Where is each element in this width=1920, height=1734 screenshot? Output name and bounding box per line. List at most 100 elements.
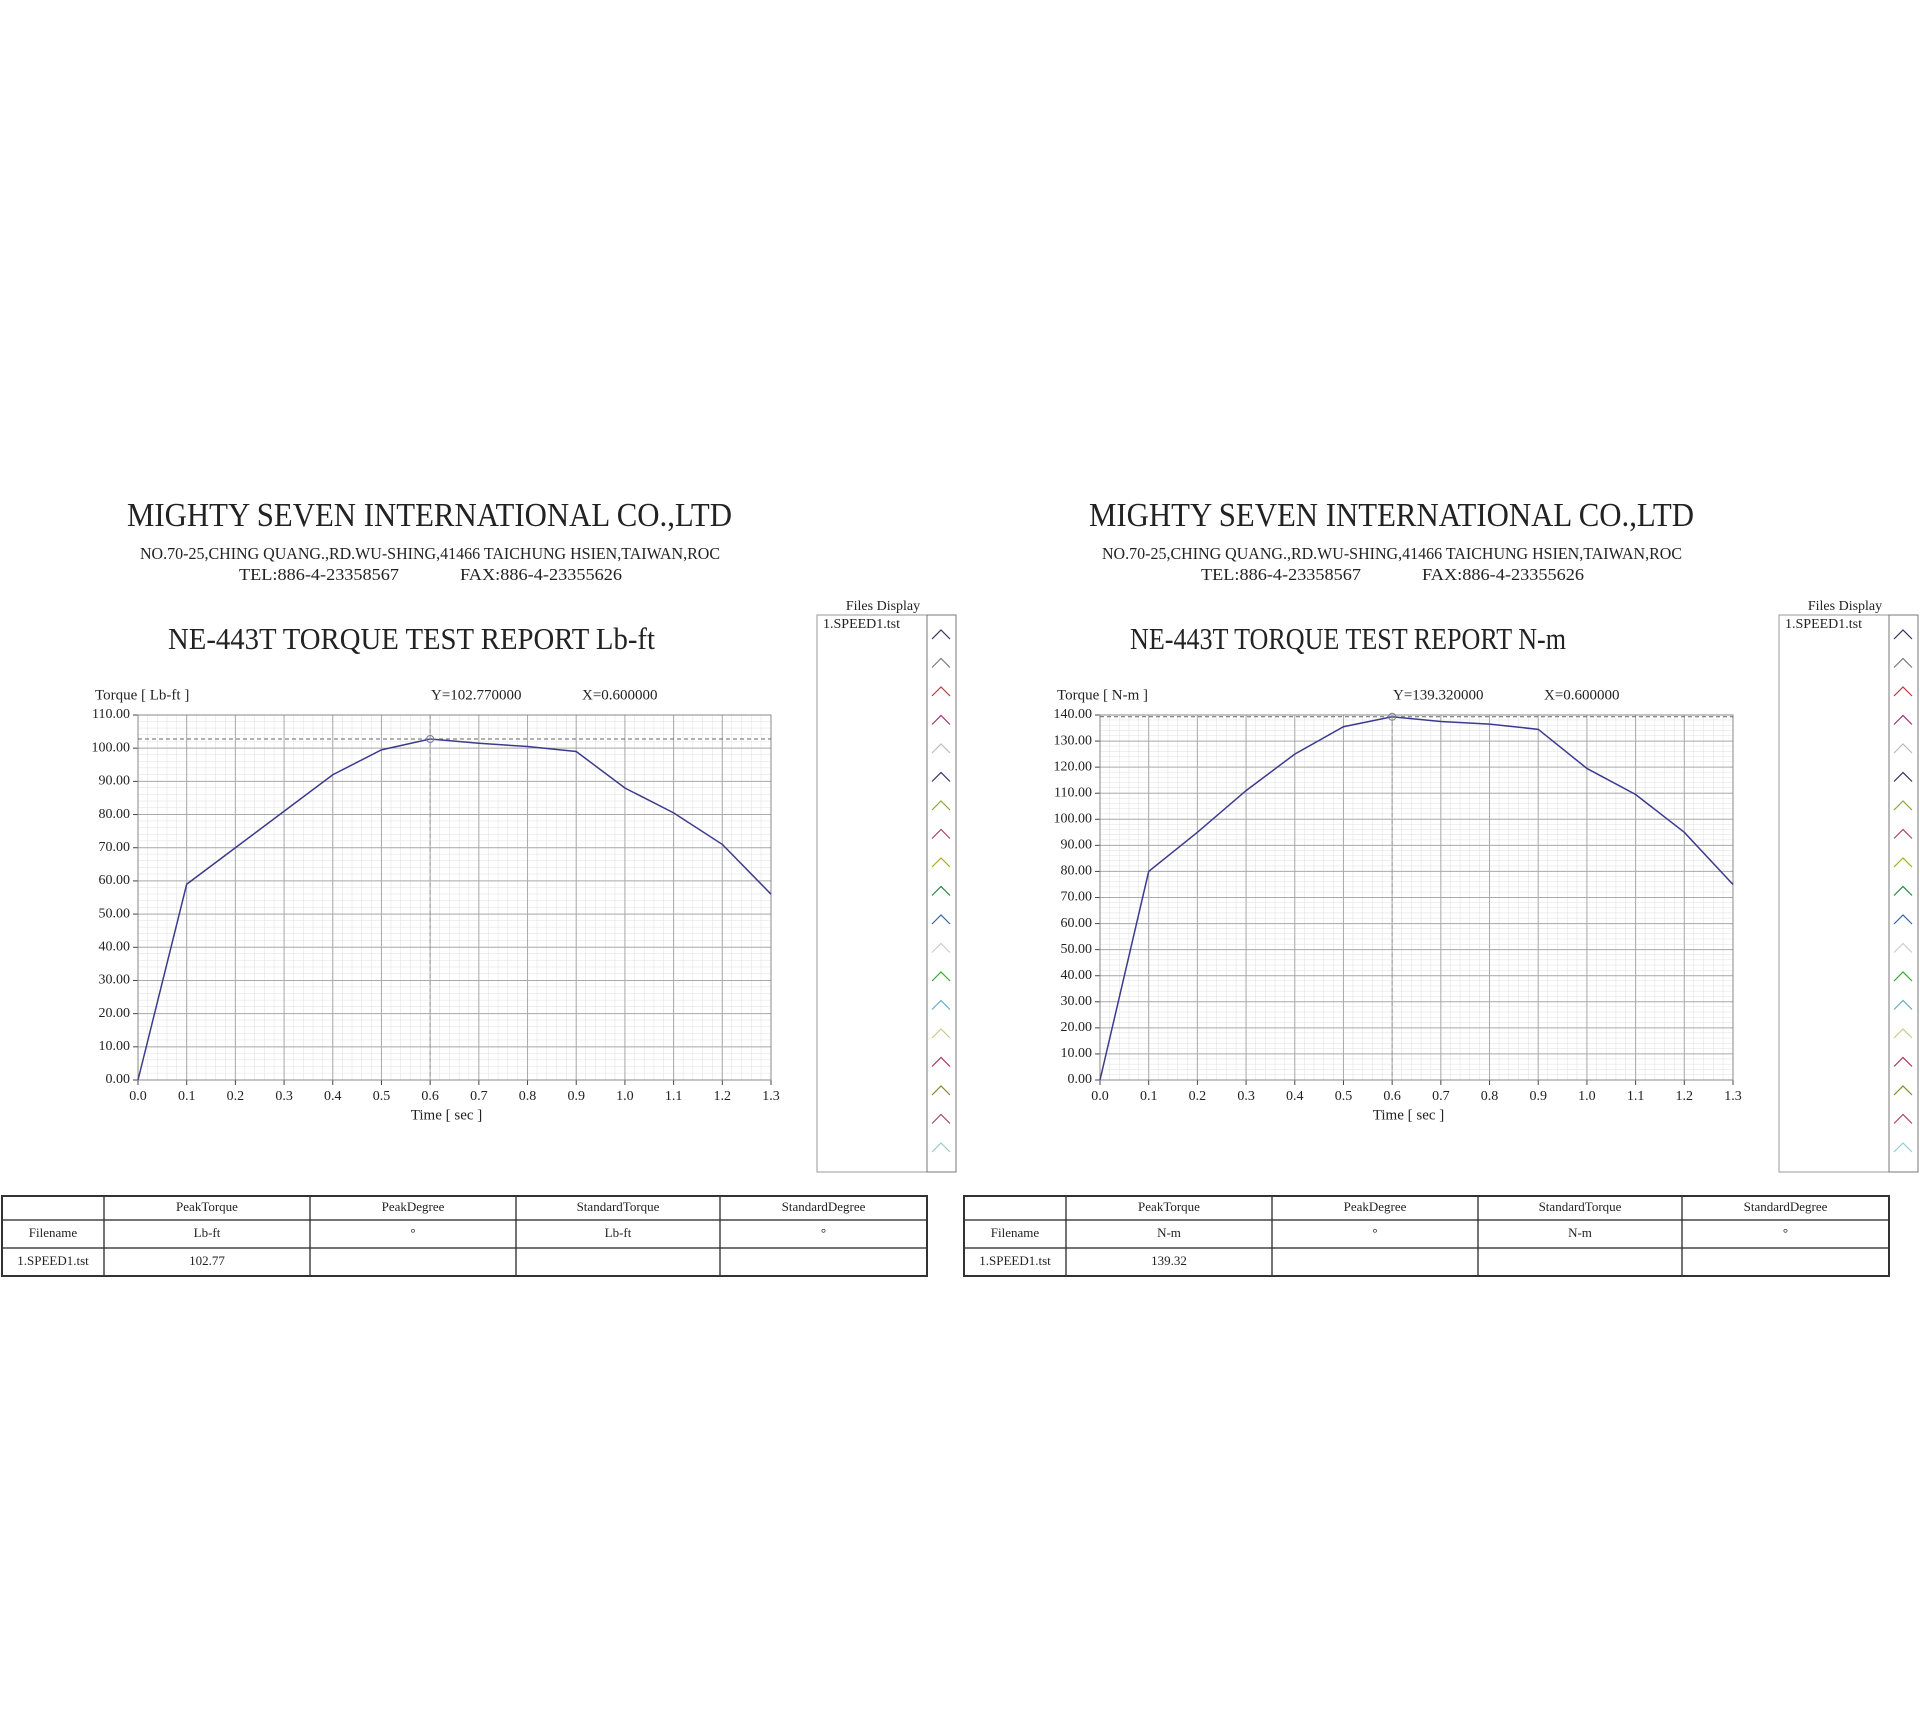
x-tick-label: 1.2 (1676, 1089, 1694, 1104)
table-cell-text: ° (1372, 1225, 1377, 1240)
file-chevron-icon (1893, 1056, 1913, 1067)
files-scroll-column (1888, 614, 1919, 1173)
file-chevron-icon (1893, 1028, 1913, 1039)
report-title: NE-443T TORQUE TEST REPORT Lb-ft (168, 621, 655, 656)
readout-y: Y=102.770000 (431, 687, 522, 703)
file-chevron-icon (1893, 857, 1913, 868)
file-chevron-icon (1893, 743, 1913, 754)
peak-marker (426, 734, 435, 743)
files-display-title: Files Display (846, 599, 920, 614)
x-tick-label: 1.0 (616, 1089, 634, 1104)
table-cell-text: StandardTorque (1539, 1199, 1622, 1214)
y-tick-label: 60.00 (99, 873, 131, 888)
file-chevron-icon (1893, 828, 1913, 839)
file-chevron-icon (931, 857, 951, 868)
peak-marker (1388, 712, 1397, 721)
report-panel: MIGHTY SEVEN INTERNATIONAL CO.,LTD NO.70-… (1, 497, 957, 1277)
company-address: NO.70-25,CHING QUANG.,RD.WU-SHING,41466 … (140, 544, 720, 563)
table-cell (719, 1247, 928, 1277)
x-tick-label: 0.7 (1432, 1089, 1450, 1104)
file-chevron-icon (1893, 914, 1913, 925)
file-chevron-icon (931, 657, 951, 668)
file-chevron-icon (931, 1085, 951, 1096)
company-fax: FAX:886-4-23355626 (1422, 565, 1584, 584)
file-entry: 1.SPEED1.tst (823, 617, 900, 632)
x-tick-label: 0.3 (1237, 1089, 1255, 1104)
file-chevron-icon (931, 914, 951, 925)
x-tick-label: 0.0 (1091, 1089, 1109, 1104)
readout-y: Y=139.320000 (1393, 687, 1484, 703)
y-tick-label: 130.00 (1054, 733, 1093, 748)
y-tick-label: 70.00 (99, 840, 131, 855)
series-line (1099, 716, 1734, 1081)
file-chevron-icon (1893, 1113, 1913, 1124)
table-cell-text: N-m (1157, 1225, 1181, 1240)
y-tick-label: 100.00 (92, 740, 131, 755)
y-tick-label: 20.00 (1061, 1020, 1093, 1035)
y-tick-label: 90.00 (1061, 838, 1093, 853)
file-chevron-icon (931, 629, 951, 640)
y-tick-label: 30.00 (1061, 994, 1093, 1009)
file-chevron-icon (931, 828, 951, 839)
table-cell-text: StandardTorque (577, 1199, 660, 1214)
report-panel: MIGHTY SEVEN INTERNATIONAL CO.,LTD NO.70-… (963, 497, 1919, 1277)
x-tick-label: 0.4 (324, 1089, 342, 1104)
x-tick-label: 0.8 (1481, 1089, 1499, 1104)
y-tick-label: 60.00 (1061, 916, 1093, 931)
x-axis-label: Time [ sec ] (1373, 1107, 1445, 1123)
file-chevron-icon (931, 999, 951, 1010)
x-tick-label: 0.5 (373, 1089, 391, 1104)
table-cell-text: 1.SPEED1.tst (979, 1253, 1051, 1268)
y-tick-label: 110.00 (92, 707, 130, 722)
file-chevron-icon (931, 743, 951, 754)
table-cell-text: PeakTorque (1138, 1199, 1200, 1214)
file-chevron-icon (1893, 800, 1913, 811)
x-tick-label: 0.3 (275, 1089, 293, 1104)
x-tick-label: 1.1 (665, 1089, 683, 1104)
y-tick-label: 50.00 (99, 906, 131, 921)
file-chevron-icon (931, 1113, 951, 1124)
file-chevron-icon (1893, 1142, 1913, 1153)
x-tick-label: 0.7 (470, 1089, 488, 1104)
file-chevron-icon (1893, 629, 1913, 640)
plot-frame (137, 714, 772, 1081)
y-tick-label: 30.00 (99, 973, 131, 988)
x-tick-label: 0.4 (1286, 1089, 1304, 1104)
table-cell-text: PeakTorque (176, 1199, 238, 1214)
file-chevron-icon (931, 800, 951, 811)
y-tick-label: 90.00 (99, 774, 131, 789)
x-tick-label: 0.6 (1383, 1089, 1401, 1104)
x-tick-label: 1.2 (714, 1089, 732, 1104)
x-tick-label: 0.9 (1529, 1089, 1547, 1104)
x-tick-label: 0.1 (178, 1089, 196, 1104)
file-chevron-icon (931, 971, 951, 982)
company-tel: TEL:886-4-23358567 (239, 565, 400, 584)
y-tick-label: 40.00 (99, 939, 131, 954)
x-tick-label: 0.9 (567, 1089, 585, 1104)
file-chevron-icon (1893, 686, 1913, 697)
x-axis-label: Time [ sec ] (411, 1107, 483, 1123)
readout-x: X=0.600000 (582, 687, 658, 703)
x-tick-label: 0.2 (1189, 1089, 1207, 1104)
file-chevron-icon (931, 686, 951, 697)
file-chevron-icon (1893, 942, 1913, 953)
table-cell-text: 139.32 (1151, 1253, 1187, 1268)
table-cell-text: StandardDegree (782, 1199, 866, 1214)
table-cell-text: ° (410, 1225, 415, 1240)
file-chevron-icon (931, 885, 951, 896)
y-tick-label: 20.00 (99, 1006, 131, 1021)
file-chevron-icon (1893, 771, 1913, 782)
x-tick-label: 0.1 (1140, 1089, 1158, 1104)
file-chevron-icon (1893, 657, 1913, 668)
plot-frame (1099, 714, 1734, 1081)
report-title: NE-443T TORQUE TEST REPORT N-m (1130, 621, 1566, 656)
x-tick-label: 1.3 (762, 1089, 780, 1104)
table-cell-text: PeakDegree (382, 1199, 445, 1214)
table-cell-text: Filename (29, 1225, 78, 1240)
file-chevron-icon (1893, 999, 1913, 1010)
file-chevron-icon (931, 1056, 951, 1067)
table-frame (963, 1195, 1890, 1277)
file-chevron-icon (931, 771, 951, 782)
table-cell-text: PeakDegree (1344, 1199, 1407, 1214)
file-chevron-icon (931, 942, 951, 953)
